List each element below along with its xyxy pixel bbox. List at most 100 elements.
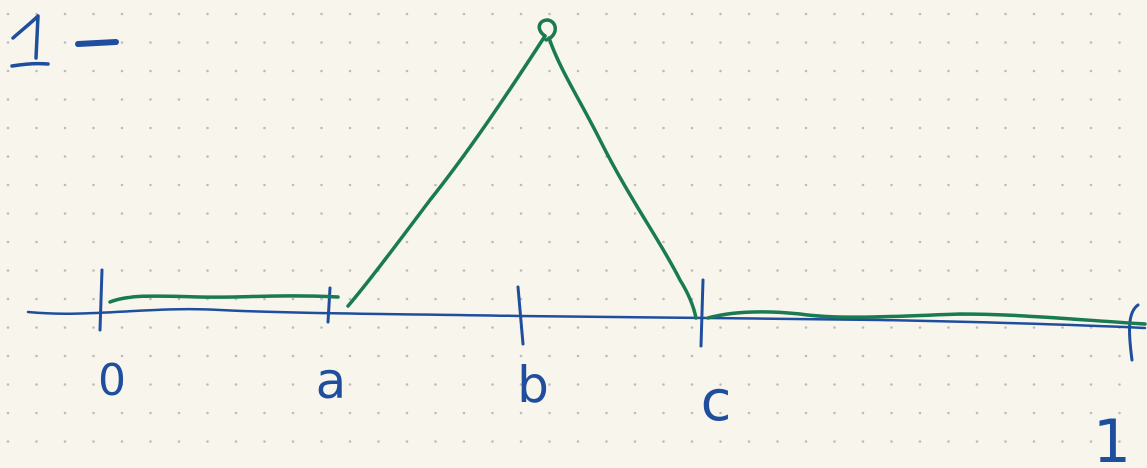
grid-dot [548,383,551,386]
grid-dot [576,155,580,158]
grid-dot [320,98,323,101]
grid-dot [605,269,608,272]
grid-dot [263,183,266,187]
y-axis-one-marker [10,14,119,68]
grid-dot [92,269,95,272]
grid-dot [662,126,665,130]
grid-dot [63,126,67,130]
membership-curve [108,18,1147,326]
grid-dot [63,98,67,101]
grid-dot [776,297,779,301]
grid-dot [605,126,608,130]
grid-dot [263,411,266,415]
grid-dot [690,183,694,187]
grid-dot [833,126,836,130]
grid-dot [263,212,266,215]
grid-dot [177,354,181,358]
grid-dot [1061,41,1064,44]
grid-dot [348,183,352,187]
grid-dot [1032,212,1036,215]
grid-dot [434,41,437,44]
grid-dot [35,212,38,215]
grid-dot [576,354,580,358]
grid-dot [1118,12,1121,16]
grid-dot [747,240,751,244]
grid-dot [1089,269,1093,272]
grid-dot [747,41,751,44]
grid-dot [291,12,295,16]
grid-dot [747,326,751,329]
grid-dot [405,354,409,358]
grid-dot [434,69,437,73]
grid-dot [348,383,352,386]
grid-dot [206,440,209,443]
grid-dot [1089,69,1093,73]
grid-dot [804,212,808,215]
grid-dot [1089,411,1093,415]
grid-dot [861,126,865,130]
grid-dot [434,354,437,358]
grid-dot [719,440,722,443]
grid-dot [149,41,152,44]
grid-dot [690,126,694,130]
grid-dot [890,41,893,44]
grid-dot [576,212,580,215]
grid-dot [804,98,808,101]
grid-dot [861,12,865,16]
grid-dot [348,155,352,158]
grid-dot [861,98,865,101]
grid-dot [491,440,494,443]
grid-dot [63,354,67,358]
grid-dot [947,98,950,101]
grid-dot [405,183,409,187]
grid-dot [1118,98,1121,101]
grid-dot [519,126,523,130]
grid-dot [947,212,950,215]
grid-dot [491,12,494,16]
grid-dot [462,411,466,415]
grid-dot [177,69,181,73]
grid-dot [348,297,352,301]
grid-dot [120,12,124,16]
grid-dot [1061,354,1064,358]
grid-dot [890,411,893,415]
grid-dot [804,69,808,73]
grid-dot [662,155,665,158]
grid-dot [377,297,380,301]
grid-dot [918,41,922,44]
grid-dot [1032,41,1036,44]
grid-dot [462,269,466,272]
grid-dot [548,269,551,272]
grid-dot [206,354,209,358]
grid-dot [263,383,266,386]
grid-dot [947,69,950,73]
grid-dot [320,297,323,301]
grid-dot [890,183,893,187]
grid-dot [234,126,238,130]
grid-dot [519,440,523,443]
grid-dot [1089,126,1093,130]
grid-dot [975,326,979,329]
grid-dot [690,12,694,16]
grid-dot [1032,240,1036,244]
grid-dot [861,297,865,301]
grid-dot [263,98,266,101]
grid-dot [6,326,10,329]
grid-dot [1004,126,1007,130]
grid-dot [291,354,295,358]
grid-dot [377,240,380,244]
grid-dot [548,326,551,329]
grid-dot [6,41,10,44]
grid-dot [1118,411,1121,415]
grid-dot [206,269,209,272]
curve-peak-loop [537,18,557,42]
grid-dot [662,269,665,272]
grid-dot [1032,297,1036,301]
grid-dot [462,440,466,443]
grid-dot [719,155,722,158]
grid-dot [804,41,808,44]
grid-dot [576,126,580,130]
grid-dot [861,383,865,386]
grid-dot [63,440,67,443]
grid-dot [234,240,238,244]
